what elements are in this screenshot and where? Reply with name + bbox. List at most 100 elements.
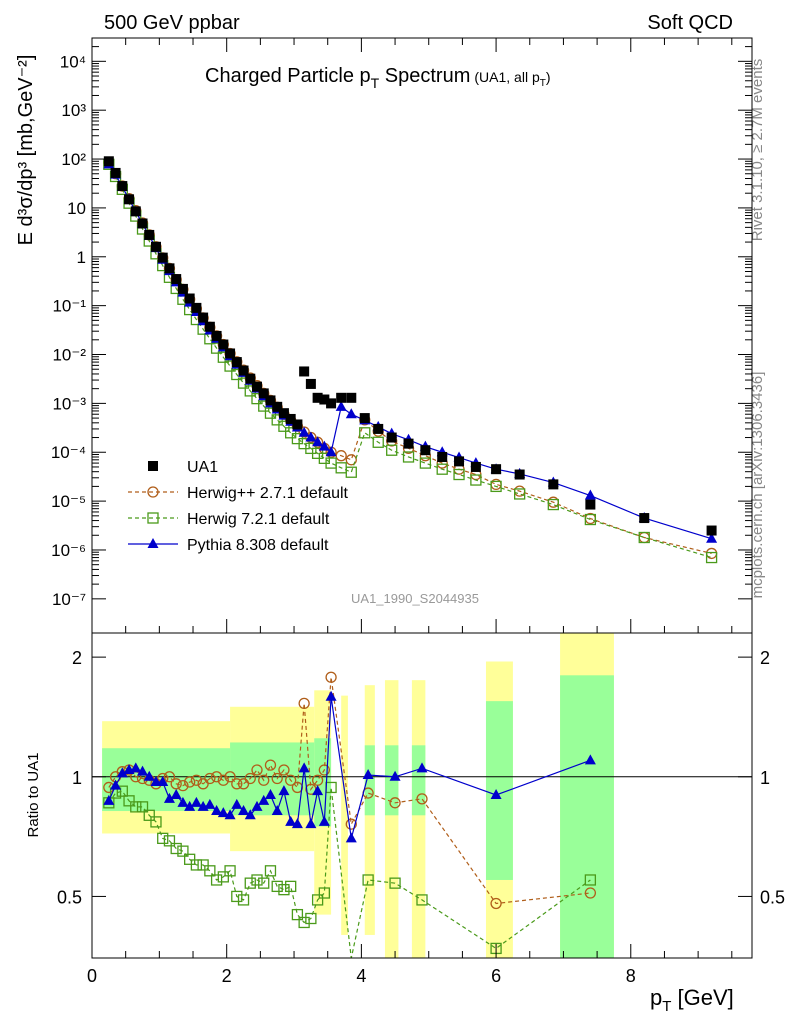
data-point bbox=[110, 167, 121, 178]
data-point bbox=[345, 466, 357, 478]
ratio-point bbox=[271, 880, 283, 893]
legend-marker bbox=[148, 461, 158, 471]
header-left: 500 GeV ppbar bbox=[104, 12, 240, 34]
ratio-point bbox=[244, 877, 256, 889]
ratio-point bbox=[184, 853, 196, 865]
data-point bbox=[305, 431, 317, 442]
data-point bbox=[437, 451, 448, 462]
data-point bbox=[705, 551, 718, 564]
ratio-point bbox=[157, 776, 169, 787]
ratio-point bbox=[362, 769, 374, 780]
data-point bbox=[164, 263, 175, 274]
x-tick-label: 8 bbox=[626, 966, 636, 986]
ratio-point bbox=[298, 697, 310, 710]
ratio-point bbox=[298, 916, 310, 929]
data-point bbox=[171, 274, 182, 285]
ratio-point bbox=[264, 788, 276, 799]
ratio-point bbox=[285, 880, 297, 893]
x-axis-label: pT [GeV] bbox=[650, 985, 734, 1015]
y-axis-label: E d³σ/dp³ [mb,GeV⁻²] bbox=[15, 55, 37, 246]
x-tick-label: 0 bbox=[87, 966, 97, 986]
data-point bbox=[305, 378, 316, 389]
x-tick-label: 4 bbox=[356, 966, 366, 986]
data-point bbox=[312, 436, 324, 447]
ratio-point bbox=[271, 805, 283, 816]
y-tick-label: 10⁻² bbox=[52, 346, 86, 365]
data-point bbox=[278, 408, 289, 419]
data-point bbox=[359, 413, 370, 424]
y-tick-label: 10⁻⁵ bbox=[51, 492, 86, 511]
data-point bbox=[706, 525, 717, 536]
ratio-point bbox=[231, 778, 243, 790]
y-tick-label: 10⁻⁶ bbox=[51, 541, 86, 560]
ratio-point bbox=[312, 785, 324, 796]
data-point bbox=[211, 330, 222, 341]
ratio-point bbox=[184, 800, 196, 811]
ratio-y-tick-label: 1 bbox=[72, 768, 82, 788]
data-point bbox=[124, 194, 135, 205]
data-point bbox=[278, 420, 290, 432]
ratio-y-tick-label-right: 2 bbox=[760, 648, 770, 668]
plot-frames bbox=[91, 37, 753, 959]
watermark: UA1_1990_S2044935 bbox=[351, 591, 479, 606]
legend-label: Herwig++ 2.7.1 default bbox=[187, 485, 349, 502]
ratio-y-tick-label: 0.5 bbox=[57, 887, 82, 907]
data-point bbox=[359, 427, 371, 439]
data-point bbox=[184, 293, 195, 304]
data-point bbox=[547, 498, 559, 511]
ratio-point bbox=[137, 765, 149, 776]
data-point bbox=[299, 366, 310, 377]
legend-entry: Herwig++ 2.7.1 default bbox=[128, 485, 349, 502]
ratio-point bbox=[416, 894, 428, 906]
legend-marker bbox=[147, 538, 159, 548]
data-point bbox=[419, 457, 432, 469]
data-point bbox=[584, 489, 596, 500]
ratio-point bbox=[210, 771, 223, 783]
data-point bbox=[191, 302, 202, 313]
ratio-point bbox=[204, 865, 216, 877]
ratio-series-herwig7 bbox=[103, 781, 597, 959]
ratio-point bbox=[110, 779, 122, 790]
data-point bbox=[403, 438, 414, 449]
ratio-point bbox=[136, 801, 149, 813]
data-point bbox=[198, 312, 209, 323]
ratio-point bbox=[285, 774, 297, 786]
data-point bbox=[252, 381, 262, 392]
ratio-point bbox=[258, 774, 270, 786]
y-tick-label: 10⁻⁷ bbox=[52, 590, 86, 609]
ratio-point bbox=[416, 762, 428, 773]
ratio-point bbox=[305, 818, 317, 829]
y-tick-label: 10⁻³ bbox=[52, 394, 86, 413]
main-plot-series bbox=[103, 156, 718, 564]
header-right: Soft QCD bbox=[647, 12, 733, 34]
ratio-y-tick-label-right: 0.5 bbox=[760, 887, 785, 907]
ratio-point bbox=[311, 894, 324, 906]
ratio-point bbox=[490, 897, 502, 910]
ratio-y-tick-label: 2 bbox=[72, 648, 82, 668]
ratio-point bbox=[305, 912, 317, 925]
data-point bbox=[312, 392, 323, 403]
data-point bbox=[346, 392, 357, 403]
ratio-point bbox=[389, 797, 401, 809]
data-point bbox=[402, 451, 415, 463]
ratio-point bbox=[278, 764, 290, 776]
data-point bbox=[103, 156, 114, 167]
ratio-point bbox=[584, 754, 596, 765]
legend-label: Pythia 8.308 default bbox=[187, 537, 329, 554]
x-tick-label: 2 bbox=[222, 966, 232, 986]
ratio-point bbox=[251, 800, 263, 811]
side-label-top: Rivet 3.1.10, ≥ 2.7M events bbox=[749, 59, 766, 242]
series-herwig-7-2-1-default bbox=[103, 158, 718, 564]
uncertainty-band-green bbox=[560, 675, 614, 958]
data-point bbox=[585, 499, 596, 510]
ratio-point bbox=[584, 874, 597, 886]
legend-label: UA1 bbox=[187, 459, 218, 476]
ratio-point bbox=[143, 809, 155, 821]
x-tick-label: 6 bbox=[491, 966, 501, 986]
legend-entry: UA1 bbox=[148, 459, 218, 476]
legend-label: Herwig 7.2.1 default bbox=[187, 511, 330, 528]
data-point bbox=[238, 365, 249, 376]
uncertainty-band-green bbox=[411, 745, 426, 816]
uncertainty-band-yellow bbox=[341, 695, 348, 935]
